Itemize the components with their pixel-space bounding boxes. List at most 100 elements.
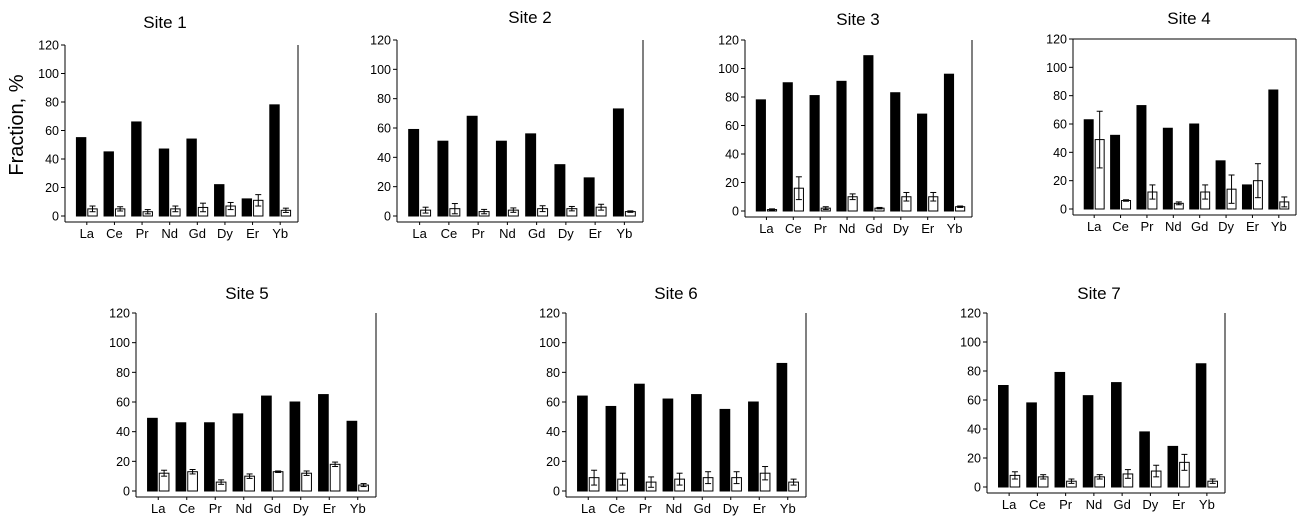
bar-light (1121, 200, 1132, 210)
bar-dark (612, 108, 624, 217)
y-tick-label: 80 (45, 96, 59, 110)
bar-dark (863, 55, 874, 212)
bar-dark (577, 395, 588, 492)
bar-dark (691, 394, 702, 492)
bar-dark (241, 198, 253, 217)
bar-dark (1139, 431, 1150, 488)
y-tick-label: 40 (45, 153, 59, 167)
y-tick-label: 120 (109, 307, 130, 321)
bar-dark (175, 422, 187, 492)
x-tick-label: Dy (1142, 497, 1158, 512)
y-tick-label: 80 (116, 366, 130, 380)
chart-title: Site 1 (143, 13, 186, 32)
x-tick-label: Yb (947, 221, 963, 236)
y-tick-label: 80 (1053, 89, 1067, 103)
y-tick-label: 60 (377, 122, 391, 136)
y-tick-label: 60 (1053, 118, 1067, 132)
x-tick-label: Ce (1029, 497, 1046, 512)
x-tick-label: La (1002, 497, 1017, 512)
y-tick-label: 100 (539, 336, 560, 350)
x-tick-label: La (1087, 219, 1102, 234)
y-tick-label: 0 (384, 210, 391, 224)
x-tick-label: Nd (1086, 497, 1103, 512)
x-tick-label: La (412, 226, 427, 241)
y-tick-label: 80 (377, 92, 391, 106)
x-tick-label: Yb (272, 226, 288, 241)
bar-dark (525, 133, 537, 217)
bar-dark (495, 140, 507, 217)
y-tick-label: 0 (732, 205, 739, 219)
bar-dark (836, 80, 847, 212)
bar-dark (408, 128, 420, 217)
y-tick-label: 20 (116, 455, 130, 469)
bar-dark (1241, 184, 1252, 210)
x-tick-label: Pr (136, 226, 150, 241)
bar-dark (186, 138, 197, 217)
y-tick-label: 40 (377, 151, 391, 165)
figure-y-axis-label: Fraction, % (6, 74, 28, 175)
y-tick-label: 80 (546, 366, 560, 380)
y-tick-label: 0 (52, 210, 59, 224)
x-tick-label: La (759, 221, 774, 236)
x-tick-label: Ce (441, 226, 458, 241)
bar-dark (269, 104, 280, 217)
x-tick-label: Yb (780, 501, 796, 516)
y-tick-label: 100 (1046, 61, 1067, 75)
y-tick-label: 100 (38, 67, 59, 81)
bar-dark (214, 184, 225, 217)
x-tick-label: Pr (209, 501, 223, 516)
x-tick-label: Yb (1271, 219, 1287, 234)
bar-dark (662, 398, 674, 492)
x-tick-label: Er (323, 501, 337, 516)
chart-title: Site 6 (654, 284, 697, 303)
x-tick-label: Pr (472, 226, 486, 241)
y-tick-label: 40 (725, 148, 739, 162)
bar-dark (103, 151, 114, 217)
y-tick-label: 100 (109, 336, 130, 350)
bar-dark (917, 113, 928, 212)
bar-dark (755, 99, 766, 212)
bar-light (329, 463, 341, 492)
y-tick-label: 60 (116, 396, 130, 410)
y-tick-label: 0 (974, 481, 981, 495)
bar-dark (890, 92, 901, 212)
y-tick-label: 0 (123, 485, 130, 499)
chart-panel-1: Site 1 0 20 40 60 80 100 120 La Ce Pr Nd Gd Dy Er Yb (38, 13, 299, 241)
chart-panel-4: Site 4 0 20 40 60 80 100 120 La Ce Pr Nd Gd Dy Er Yb (1046, 9, 1297, 234)
x-tick-label: Ce (178, 501, 195, 516)
chart-panel-7: Site 7 0 20 40 60 80 100 120 La Ce Pr Nd Gd Dy Er Yb (960, 284, 1226, 512)
bar-dark (776, 362, 788, 492)
chart-panel-2: Site 2 0 20 40 60 80 100 120 La Ce Pr Nd Gd Dy Er Yb (370, 8, 644, 241)
x-tick-label: Er (921, 221, 935, 236)
x-tick-label: Er (1172, 497, 1186, 512)
x-tick-label: La (581, 501, 596, 516)
x-tick-label: Pr (814, 221, 828, 236)
y-tick-label: 40 (546, 425, 560, 439)
bar-dark (748, 401, 759, 492)
bar-dark (554, 164, 566, 217)
chart-panel-3: Site 3 0 20 40 60 80 100 120 La Ce Pr Nd Gd Dy Er Yb (718, 10, 973, 236)
y-tick-label: 100 (718, 62, 739, 76)
x-tick-label: Gd (528, 226, 545, 241)
bar-dark (1189, 123, 1200, 210)
x-tick-label: Gd (189, 226, 206, 241)
bar-dark (318, 394, 329, 492)
bar-dark (809, 95, 820, 212)
x-tick-label: Pr (639, 501, 653, 516)
bar-dark (605, 405, 617, 492)
x-tick-label: Nd (1165, 219, 1182, 234)
x-tick-label: Pr (1059, 497, 1073, 512)
x-tick-label: Nd (499, 226, 516, 241)
bar-dark (1110, 134, 1121, 210)
bar-dark (1215, 160, 1226, 210)
bar-dark (1162, 127, 1173, 210)
y-tick-label: 20 (725, 176, 739, 190)
x-tick-label: Nd (839, 221, 856, 236)
bar-dark (1136, 105, 1147, 210)
bar-dark (437, 140, 449, 217)
chart-title: Site 4 (1167, 9, 1210, 28)
y-tick-label: 0 (553, 485, 560, 499)
bar-dark (583, 177, 595, 217)
bar-dark (1195, 363, 1207, 488)
y-tick-label: 120 (370, 34, 391, 48)
